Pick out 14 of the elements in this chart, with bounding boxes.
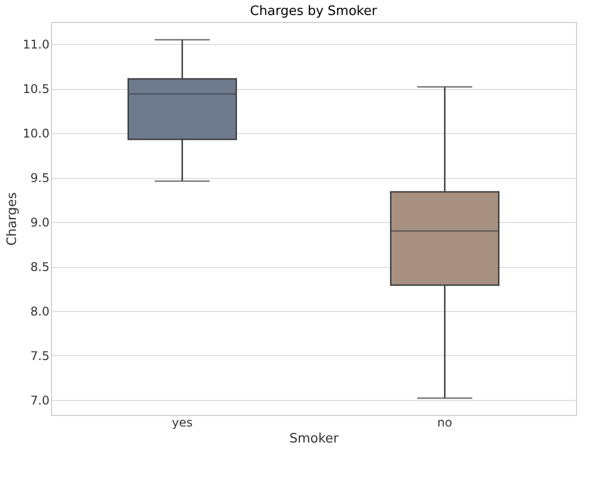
y-tick-label: 8.0	[30, 304, 50, 318]
y-tick-label: 7.5	[30, 348, 50, 363]
y-tick-label: 10.0	[22, 126, 50, 141]
chart-title: Charges by Smoker	[250, 4, 378, 19]
y-tick-label: 10.5	[22, 82, 50, 96]
y-tick-label: 7.0	[30, 393, 50, 408]
y-tick-label: 8.5	[30, 260, 50, 274]
y-tick-label: 9.5	[30, 171, 50, 186]
y-tick-label: 11.0	[22, 38, 50, 52]
x-tick-label: no	[437, 416, 452, 430]
y-axis-title: Charges	[4, 192, 20, 246]
x-axis-title: Smoker	[289, 432, 340, 446]
x-tick-label: yes	[172, 416, 193, 430]
y-tick-label: 9.0	[30, 216, 50, 230]
